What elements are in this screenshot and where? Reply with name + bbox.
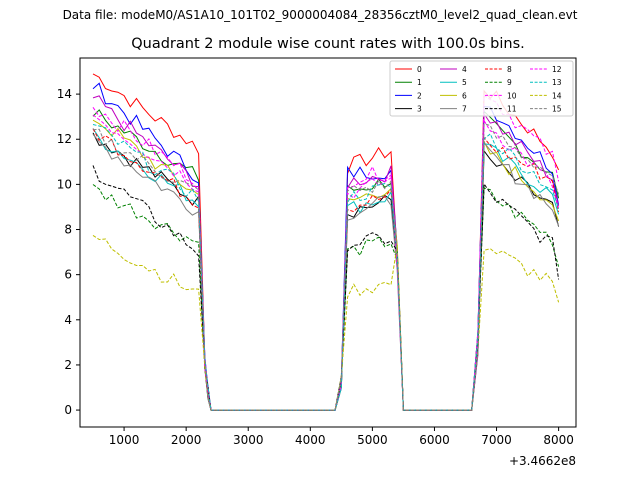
legend-label-13: 13	[552, 78, 562, 87]
legend-label-6: 6	[462, 91, 467, 100]
y-tick-label: 4	[64, 313, 72, 327]
series-line-9	[92, 184, 560, 411]
legend-label-15: 15	[552, 105, 562, 114]
legend-box	[389, 60, 574, 117]
y-tick-label: 12	[57, 132, 72, 146]
legend-label-12: 12	[552, 65, 562, 74]
series-line-1	[92, 109, 560, 411]
series-line-5	[92, 128, 560, 411]
x-tick-label: 6000	[419, 433, 450, 447]
x-offset-label: +3.4662e8	[509, 454, 576, 468]
x-tick-label: 3000	[233, 433, 264, 447]
legend-label-14: 14	[552, 91, 562, 100]
y-tick-label: 10	[57, 177, 72, 191]
legend-label-11: 11	[507, 105, 517, 114]
y-tick-label: 2	[64, 358, 72, 372]
y-tick-label: 8	[64, 223, 72, 237]
y-tick-label: 6	[64, 268, 72, 282]
series-lines	[92, 73, 560, 411]
y-axis: 0 2 4 6 8 10 12 14	[57, 87, 80, 417]
legend-label-8: 8	[507, 65, 512, 74]
series-line-13	[92, 124, 560, 411]
x-tick-label: 7000	[481, 433, 512, 447]
legend-label-7: 7	[462, 105, 467, 114]
series-line-3	[92, 132, 560, 411]
legend-label-10: 10	[507, 91, 517, 100]
y-tick-label: 14	[57, 87, 72, 101]
legend-label-9: 9	[507, 78, 512, 87]
x-tick-label: 2000	[171, 433, 202, 447]
y-tick-label: 0	[64, 403, 72, 417]
x-tick-label: 1000	[109, 433, 140, 447]
series-line-11	[92, 165, 560, 411]
x-tick-label: 5000	[357, 433, 388, 447]
legend-label-2: 2	[417, 91, 422, 100]
series-line-6	[92, 119, 560, 411]
plot-frame	[79, 57, 577, 428]
x-axis: 1000 2000 3000 4000 5000 6000 7000 8000	[109, 427, 574, 447]
series-line-2	[92, 82, 560, 411]
x-tick-label: 4000	[295, 433, 326, 447]
series-line-12	[92, 114, 560, 411]
legend-label-5: 5	[462, 78, 467, 87]
series-line-8	[92, 128, 560, 411]
legend-label-1: 1	[417, 78, 422, 87]
series-line-15	[92, 122, 560, 411]
x-tick-label: 8000	[543, 433, 574, 447]
legend-label-3: 3	[417, 105, 422, 114]
chart-title: Quadrant 2 module wise count rates with …	[131, 36, 525, 52]
figure-suptitle: Data file: modeM0/AS1A10_101T02_90000040…	[62, 8, 578, 22]
series-line-7	[92, 133, 560, 411]
series-line-0	[92, 73, 560, 411]
series-line-14	[92, 234, 560, 411]
legend-label-4: 4	[462, 65, 467, 74]
legend-label-0: 0	[417, 65, 422, 74]
